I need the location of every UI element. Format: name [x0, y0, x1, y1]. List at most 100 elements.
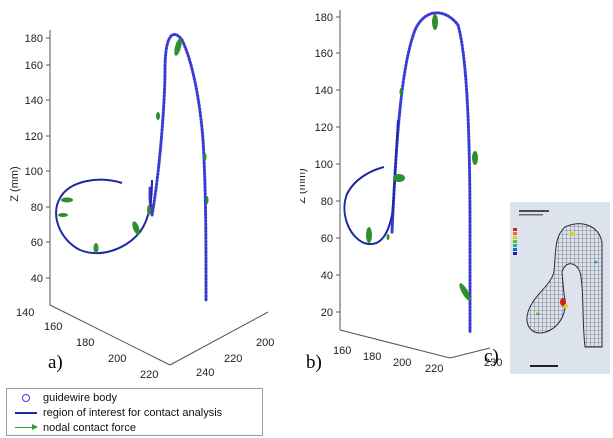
panel-b-z-ticks: 20 40 60 80 100 120 140 160 180 [315, 12, 340, 319]
contact-force-marker [58, 213, 68, 217]
panel-b-x-tick: 160 [333, 345, 351, 357]
panel-a-label: a) [48, 352, 63, 373]
circle-marker-icon [13, 392, 39, 404]
arrow-icon [13, 422, 39, 434]
panel-c-label: c) [484, 346, 499, 367]
panel-b-z-tick: 60 [321, 233, 340, 245]
contact-force-marker [459, 283, 471, 301]
panel-a-contact-forces [58, 38, 209, 253]
panel-a-x-tick: 200 [108, 353, 126, 365]
svg-text:140: 140 [315, 85, 333, 97]
svg-text:80: 80 [31, 202, 43, 214]
panel-b-z-tick: 100 [315, 159, 340, 171]
panel-a-z-tick: 180 [25, 33, 50, 45]
svg-text:60: 60 [31, 237, 43, 249]
fem-contour-legend [513, 210, 549, 255]
svg-text:60: 60 [321, 233, 333, 245]
contact-force-marker [61, 197, 73, 203]
legend-item-guidewire-body: guidewire body [13, 392, 117, 404]
contact-force-marker [386, 234, 390, 240]
panel-a-axes [49, 30, 269, 366]
fem-contact-spot [560, 298, 566, 306]
panel-b-label: b) [306, 352, 322, 373]
panel-b-x-tick: 180 [363, 351, 381, 363]
panel-b-plot: 20 40 60 80 100 120 140 160 180 Z (mm) 1… [300, 10, 502, 375]
panel-b-z-tick: 140 [315, 85, 340, 97]
svg-text:120: 120 [25, 131, 43, 143]
svg-text:100: 100 [25, 166, 43, 178]
panel-b-z-label: Z (mm) [300, 168, 308, 203]
svg-text:20: 20 [321, 307, 333, 319]
panel-a-x-tick: 220 [140, 369, 158, 381]
panel-a-x-ticks: 140 160 180 200 220 [16, 307, 158, 381]
fem-scale-bar [530, 365, 558, 367]
svg-text:180: 180 [25, 33, 43, 45]
panel-a-plot: 40 60 80 100 120 140 160 180 Z (mm) 140 … [9, 30, 274, 381]
panel-a-y-tick: 240 [196, 367, 214, 379]
panel-b-z-tick: 180 [315, 12, 340, 24]
svg-text:160: 160 [315, 48, 333, 60]
panel-a-z-tick: 160 [25, 60, 50, 72]
svg-text:160: 160 [25, 60, 43, 72]
contact-force-marker [205, 196, 209, 204]
panel-a-y-tick: 200 [256, 337, 274, 349]
svg-text:180: 180 [315, 12, 333, 24]
svg-text:40: 40 [321, 270, 333, 282]
contact-force-marker [472, 151, 478, 165]
fem-contact-highlights [536, 232, 598, 316]
panel-a-y-ticks: 200 220 240 [196, 337, 274, 379]
panel-a-z-tick: 100 [25, 166, 50, 178]
contact-force-marker [93, 243, 99, 253]
panel-b-x-tick: 220 [425, 363, 443, 375]
legend-item-contact-force: nodal contact force [13, 422, 136, 434]
fem-contact-spot [569, 232, 575, 236]
panel-b-z-tick: 40 [321, 270, 340, 282]
legend-label: region of interest for contact analysis [43, 407, 223, 419]
contact-force-marker [432, 14, 438, 30]
panel-a-z-tick: 40 [31, 273, 50, 285]
svg-text:100: 100 [315, 159, 333, 171]
panel-b-y-ticks: 230 [484, 357, 502, 369]
panel-b-z-tick: 160 [315, 48, 340, 60]
fem-contact-spot [536, 312, 540, 316]
panel-c-fem-image [510, 202, 610, 374]
panel-a-guidewire-body [148, 33, 208, 302]
contact-force-marker [366, 227, 372, 243]
panel-a-region-of-interest [55, 178, 153, 255]
contact-force-marker [132, 221, 140, 235]
panel-a-x-tick: 180 [76, 337, 94, 349]
panel-b-x-ticks: 160 180 200 220 [333, 345, 443, 375]
panel-b-y-tick: 230 [484, 357, 502, 369]
panel-a-y-tick: 220 [224, 353, 242, 365]
contact-force-marker [399, 88, 403, 96]
svg-text:140: 140 [25, 95, 43, 107]
fem-contact-spot [564, 304, 568, 308]
legend-item-region-of-interest: region of interest for contact analysis [13, 407, 222, 419]
panel-b-z-tick: 80 [321, 196, 340, 208]
line-marker-icon [13, 407, 39, 419]
contact-force-marker [203, 153, 207, 161]
fem-contact-spot [594, 260, 598, 264]
panel-a-x-tick: 140 [16, 307, 34, 319]
panel-a-z-ticks: 40 60 80 100 120 140 160 180 [25, 33, 50, 285]
panel-b-z-tick: 120 [315, 122, 340, 134]
contact-force-marker [147, 205, 151, 215]
panel-a-z-label: Z (mm) [9, 166, 21, 201]
legend-label: nodal contact force [43, 422, 136, 434]
panel-b-x-tick: 200 [393, 357, 411, 369]
svg-text:40: 40 [31, 273, 43, 285]
svg-text:120: 120 [315, 122, 333, 134]
panel-a-x-tick: 160 [44, 321, 62, 333]
contact-force-marker [174, 38, 182, 56]
panel-b-axes [339, 10, 491, 359]
legend: guidewire body region of interest for co… [6, 388, 263, 436]
panel-a-z-tick: 80 [31, 202, 50, 214]
panel-b-guidewire-body [390, 11, 472, 334]
panel-a-z-tick: 120 [25, 131, 50, 143]
panel-b-z-tick: 20 [321, 307, 340, 319]
legend-label: guidewire body [43, 392, 117, 404]
panel-a-z-tick: 140 [25, 95, 50, 107]
contact-force-marker [393, 174, 405, 182]
contact-force-marker [156, 112, 160, 120]
svg-text:80: 80 [321, 196, 333, 208]
